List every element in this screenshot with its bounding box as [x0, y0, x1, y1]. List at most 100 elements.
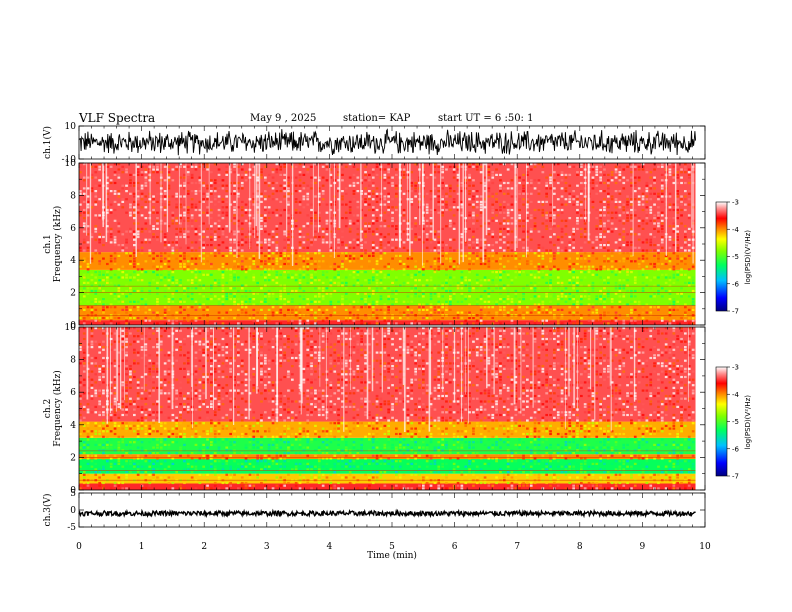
spectrogram-cell	[672, 273, 676, 276]
spectrogram-cell	[348, 184, 352, 187]
spectrogram-cell	[437, 281, 441, 284]
spectrogram-cell	[391, 217, 394, 220]
spectrogram-cell	[672, 281, 676, 284]
spectrogram-cell	[233, 241, 236, 244]
spectrogram-cell	[379, 192, 383, 195]
spectrogram-cell	[387, 206, 390, 209]
spectrogram-cell	[499, 262, 502, 266]
spectrogram-cell	[460, 300, 464, 303]
spectrogram-cell	[210, 265, 213, 268]
spectrogram-cell	[102, 468, 105, 471]
spectrogram-cell	[657, 262, 660, 266]
spectrogram-cell	[113, 432, 117, 436]
spectrogram-cell	[344, 244, 348, 247]
spectrogram-cell	[186, 208, 190, 212]
spectrogram-cell	[86, 225, 90, 228]
spectrogram-cell	[275, 254, 279, 257]
spectrogram-cell	[383, 195, 387, 198]
spectrogram-cell	[398, 260, 402, 263]
spectrogram-cell	[383, 252, 387, 255]
spectrogram-cell	[502, 227, 506, 230]
spectrogram-cell	[402, 208, 406, 212]
spectrogram-cell	[140, 397, 144, 400]
spectrogram-cell	[82, 289, 86, 293]
spectrogram-cell	[271, 268, 275, 271]
spectrogram-cell	[306, 238, 310, 241]
spectrogram-cell	[645, 198, 649, 201]
spectrogram-cell	[113, 449, 117, 452]
spectrogram-cell	[106, 279, 109, 282]
spectrogram-cell	[472, 195, 475, 198]
spectrogram-cell	[610, 171, 614, 174]
spectrogram-cell	[422, 222, 425, 225]
spectrogram-cell	[449, 322, 452, 325]
spectrogram-cell	[533, 322, 537, 325]
spectrogram-cell	[599, 208, 602, 212]
spectrogram-cell	[375, 319, 379, 322]
spectrogram-cell	[383, 187, 387, 190]
spectrogram-cell	[553, 179, 556, 182]
spectrogram-cell	[510, 203, 514, 206]
spectrogram-cell	[306, 319, 310, 322]
spectrogram-cell	[572, 227, 575, 230]
spectrogram-cell	[175, 168, 178, 171]
spectrogram-cell	[283, 246, 286, 249]
spectrogram-cell	[637, 233, 641, 236]
spectrogram-cell	[441, 300, 444, 303]
spectrogram-cell	[387, 208, 390, 212]
spectrogram-cell	[79, 281, 82, 284]
spectrogram-cell	[487, 168, 491, 171]
spectrogram-cell	[614, 206, 618, 209]
spectrogram-cell	[190, 217, 194, 220]
spectrogram-cell	[356, 181, 360, 185]
spectrogram-cell	[460, 257, 464, 260]
spectrogram-cell	[106, 271, 109, 274]
spectrogram-cell	[645, 276, 649, 279]
spectrogram-cell	[121, 438, 125, 441]
spectrogram-cell	[518, 273, 521, 276]
spectrogram-cell	[136, 457, 140, 460]
spectrogram-cell	[352, 276, 356, 279]
spectrogram-cell	[687, 254, 691, 257]
spectrogram-cell	[260, 176, 263, 179]
spectrogram-cell	[294, 219, 298, 222]
spectrogram-cell	[136, 244, 140, 247]
spectrogram-cell	[645, 168, 649, 171]
spectrogram-cell	[545, 217, 548, 220]
spectrogram-cell	[437, 198, 441, 201]
spectrogram-cell	[364, 322, 367, 325]
spectrogram-cell	[364, 241, 367, 244]
spectrogram-cell	[117, 481, 121, 485]
spectrogram-cell	[140, 416, 144, 419]
spectrogram-cell	[660, 214, 664, 217]
spectrogram-cell	[614, 217, 618, 220]
spectrogram-cell	[148, 408, 152, 411]
spectrogram-cell	[641, 219, 645, 222]
spectrogram-cell	[136, 222, 140, 225]
spectrogram-cell	[499, 187, 502, 190]
spectrogram-cell	[576, 262, 579, 266]
spectrogram-cell	[468, 316, 471, 320]
spectrogram-cell	[614, 311, 618, 314]
spectrogram-cell	[213, 179, 217, 182]
spectrogram-cell	[171, 300, 175, 303]
spectrogram-cell	[506, 254, 510, 257]
spectrogram-cell	[495, 311, 498, 314]
spectrogram-cell	[514, 271, 518, 274]
spectrogram-cell	[495, 208, 498, 212]
spectrogram-cell	[294, 200, 298, 203]
spectrogram-cell	[572, 241, 575, 244]
spectrogram-cell	[564, 198, 568, 201]
spectrogram-cell	[233, 238, 236, 241]
spectrogram-cell	[514, 303, 518, 306]
spectrogram-cell	[356, 227, 360, 230]
spectrogram-cell	[618, 200, 622, 203]
spectrogram-cell	[125, 430, 128, 433]
spectrogram-cell	[522, 198, 525, 201]
spectrogram-cell	[287, 271, 290, 274]
spectrogram-cell	[445, 289, 448, 293]
spectrogram-cell	[237, 308, 240, 311]
spectrogram-cell	[264, 230, 267, 233]
spectrogram-cell	[144, 373, 148, 376]
spectrogram-cell	[414, 233, 417, 236]
